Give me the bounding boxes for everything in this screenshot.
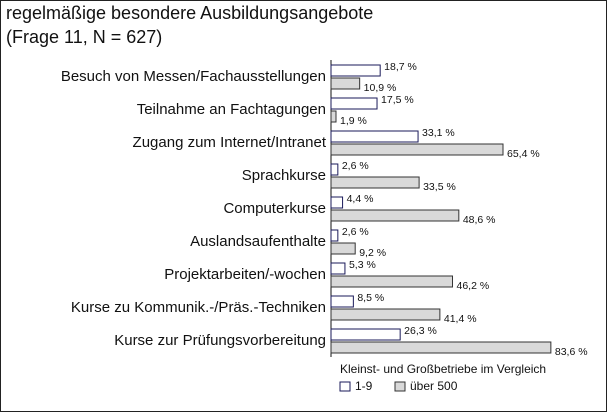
category-label: Kurse zur Prüfungsvorbereitung: [114, 332, 326, 349]
category-label: Kurse zu Kommunik.-/Präs.-Techniken: [71, 299, 326, 316]
bar: [330, 196, 344, 209]
bar: [330, 328, 401, 341]
value-label: 26,3 %: [404, 325, 437, 337]
category-label: Auslandsaufenthalte: [190, 233, 326, 250]
legend-swatch: [394, 381, 406, 392]
legend-swatch: [339, 381, 351, 392]
bar: [330, 295, 354, 308]
value-label: 83,6 %: [555, 346, 588, 358]
bar: [330, 209, 460, 222]
legend-label: 1-9: [355, 379, 373, 393]
value-label: 48,6 %: [463, 214, 496, 226]
category-label: Besuch von Messen/Fachausstellungen: [61, 68, 326, 85]
value-label: 2,6 %: [342, 160, 369, 172]
legend-title: Kleinst- und Großbetriebe im Vergleich: [340, 362, 546, 376]
bar: [330, 143, 504, 156]
value-label: 17,5 %: [381, 94, 414, 106]
bar: [330, 163, 339, 176]
value-label: 10,9 %: [364, 82, 397, 94]
value-label: 5,3 %: [349, 259, 376, 271]
legend-label: über 500: [410, 379, 458, 393]
value-label: 46,2 %: [457, 280, 490, 292]
value-label: 33,5 %: [423, 181, 456, 193]
value-label: 18,7 %: [384, 61, 417, 73]
bar: [330, 97, 378, 110]
bar: [330, 77, 361, 90]
chart-subtitle: (Frage 11, N = 627): [6, 27, 162, 47]
bar: [330, 176, 420, 189]
bar: [330, 242, 356, 255]
category-label: Projektarbeiten/-wochen: [164, 266, 326, 283]
bar: [330, 341, 552, 354]
bar: [330, 110, 337, 123]
value-label: 2,6 %: [342, 226, 369, 238]
value-label: 41,4 %: [444, 313, 477, 325]
value-label: 4,4 %: [347, 193, 374, 205]
value-label: 9,2 %: [359, 247, 386, 259]
bar: [330, 262, 346, 275]
bar: [330, 64, 381, 77]
bar: [330, 275, 454, 288]
bar: [330, 229, 339, 242]
category-label: Zugang zum Internet/Intranet: [133, 134, 327, 151]
category-label: Computerkurse: [223, 200, 326, 217]
value-label: 8,5 %: [357, 292, 384, 304]
value-label: 65,4 %: [507, 148, 540, 160]
category-label: Teilnahme an Fachtagungen: [137, 101, 326, 118]
bar: [330, 308, 441, 321]
value-label: 33,1 %: [422, 127, 455, 139]
bar: [330, 130, 419, 143]
value-label: 1,9 %: [340, 115, 367, 127]
category-label: Sprachkurse: [242, 167, 326, 184]
chart-title: regelmäßige besondere Ausbildungsangebot…: [6, 3, 373, 23]
